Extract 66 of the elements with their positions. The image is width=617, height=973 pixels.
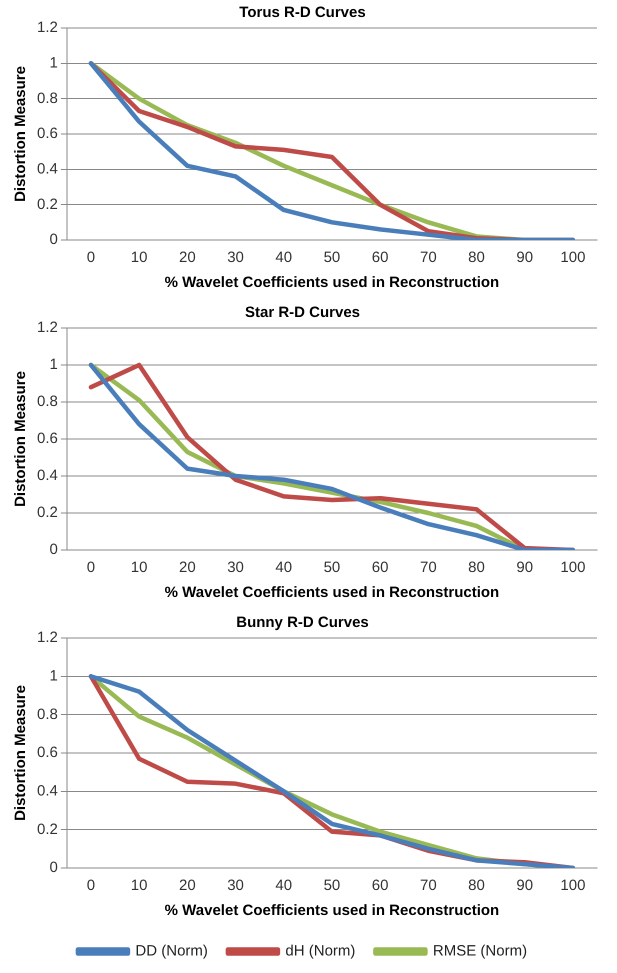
chart-title: Star R-D Curves — [244, 304, 360, 322]
x-tick-label: 20 — [178, 559, 196, 576]
x-tick-label: 10 — [130, 559, 148, 576]
x-tick-label: 0 — [86, 559, 96, 576]
x-tick-label: 60 — [372, 559, 388, 576]
y-tick-label: 1.2 — [36, 19, 58, 36]
y-axis-title: Distortion Measure — [12, 66, 30, 202]
x-tick-label: 0 — [86, 877, 96, 894]
x-tick-label: 70 — [420, 249, 437, 266]
x-tick-label: 10 — [130, 249, 148, 266]
chart-title: Torus R-D Curves — [239, 4, 366, 22]
y-tick-label: 0.6 — [36, 744, 58, 762]
y-tick-label: 0 — [50, 541, 58, 558]
x-tick-label: 100 — [560, 249, 586, 266]
x-tick-label: 100 — [560, 877, 586, 894]
x-tick-label: 30 — [227, 877, 244, 894]
x-tick-label: 80 — [468, 249, 485, 266]
y-tick-label: 0.4 — [36, 160, 58, 178]
x-tick-label: 30 — [227, 249, 244, 266]
y-tick-label: 1 — [50, 667, 58, 684]
y-tick-label: 1 — [50, 54, 58, 72]
x-tick-label: 90 — [516, 877, 534, 894]
legend-label: RMSE (Norm) — [432, 942, 528, 960]
x-axis-title: % Wavelet Coefficients used in Reconstruction — [164, 902, 500, 920]
x-tick-label: 60 — [372, 877, 388, 894]
x-tick-label: 40 — [275, 559, 292, 576]
y-tick-label: 0.6 — [36, 430, 58, 448]
y-tick-label: 0.2 — [36, 196, 58, 213]
x-tick-label: 50 — [324, 249, 340, 266]
x-tick-label: 90 — [516, 249, 534, 266]
chart-title: Bunny R-D Curves — [236, 614, 369, 632]
y-tick-label: 0.2 — [36, 504, 58, 522]
y-tick-label: 0 — [50, 859, 58, 876]
y-tick-label: 0.6 — [36, 125, 58, 142]
y-tick-label: 0.8 — [36, 393, 58, 410]
y-tick-label: 0.8 — [36, 706, 58, 723]
x-tick-label: 90 — [516, 559, 534, 576]
x-tick-label: 40 — [275, 249, 292, 266]
legend-label: dH (Norm) — [285, 942, 356, 960]
x-tick-label: 70 — [420, 559, 437, 576]
y-tick-label: 1 — [50, 356, 58, 374]
legend-label: DD (Norm) — [135, 942, 208, 960]
x-tick-label: 80 — [468, 877, 485, 894]
x-tick-label: 40 — [275, 877, 292, 894]
y-tick-label: 1.2 — [36, 629, 58, 646]
y-tick-label: 1.2 — [36, 319, 58, 336]
x-tick-label: 50 — [324, 559, 340, 576]
x-tick-label: 20 — [178, 877, 196, 894]
x-tick-label: 50 — [324, 877, 340, 894]
x-tick-label: 80 — [468, 559, 485, 576]
y-tick-label: 0.2 — [36, 820, 58, 838]
x-axis-title: % Wavelet Coefficients used in Reconstruction — [164, 584, 500, 602]
y-axis-title: Distortion Measure — [12, 371, 30, 507]
x-tick-label: 10 — [130, 877, 148, 894]
x-tick-label: 20 — [178, 249, 196, 266]
x-tick-label: 30 — [227, 559, 244, 576]
x-axis-title: % Wavelet Coefficients used in Reconstruction — [164, 274, 500, 292]
y-axis-title: Distortion Measure — [12, 685, 30, 821]
y-tick-label: 0.4 — [36, 782, 58, 800]
x-tick-label: 60 — [372, 249, 388, 266]
x-tick-label: 100 — [560, 559, 586, 576]
y-tick-label: 0 — [50, 231, 58, 248]
x-tick-label: 0 — [86, 249, 96, 266]
y-tick-label: 0.4 — [36, 467, 58, 484]
x-tick-label: 70 — [420, 877, 437, 894]
y-tick-label: 0.8 — [36, 90, 58, 107]
